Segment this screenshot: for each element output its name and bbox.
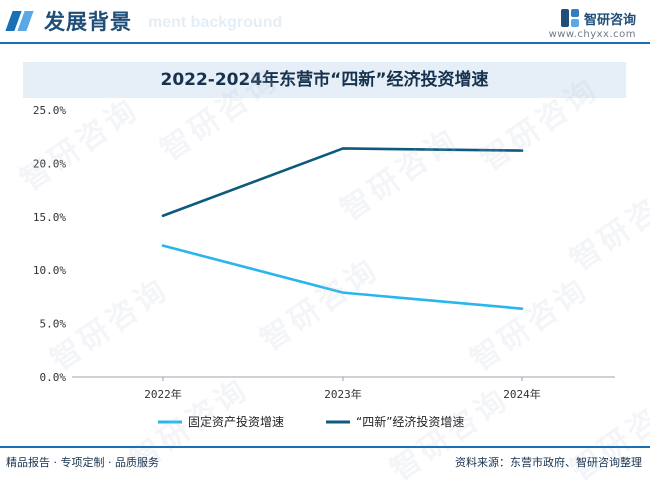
brand-url: www.chyxx.com — [548, 29, 636, 40]
x-tick-label: 2024年 — [503, 387, 541, 401]
series-group — [161, 147, 524, 310]
y-tick-label: 5.0% — [40, 318, 67, 331]
header-divider — [0, 42, 650, 44]
y-tick-label: 20.0% — [33, 157, 66, 170]
y-tick-label: 10.0% — [33, 264, 66, 277]
footer-source: 资料来源：东营市政府、智研咨询整理 — [455, 456, 642, 469]
legend: 固定资产投资增速 “四新”经济投资增速 — [158, 414, 464, 429]
chart-title: 2022-2024年东营市“四新”经济投资增速 — [160, 70, 489, 90]
series-line-1 — [161, 244, 524, 310]
data-point — [161, 214, 165, 217]
brand: 智研咨询 www.chyxx.com — [549, 8, 636, 40]
series-line-2 — [161, 147, 524, 218]
y-tick-label: 15.0% — [33, 211, 66, 224]
y-axis: 25.0% 20.0% 15.0% 10.0% 5.0% 0.0% — [33, 104, 66, 384]
x-axis: 2022年 2023年 2024年 — [72, 376, 615, 401]
x-tick-label: 2023年 — [324, 387, 362, 401]
x-tick-label: 2022年 — [144, 387, 182, 401]
legend-label: “四新”经济投资增速 — [356, 414, 464, 429]
brand-name: 智研咨询 — [583, 12, 636, 28]
data-point — [341, 147, 345, 150]
section-title: 发展背景 — [44, 10, 132, 34]
data-point — [161, 244, 165, 247]
page-header: 发展背景 ment background 智研咨询 www.chyxx.com — [0, 0, 650, 44]
brand-logo-icon — [560, 9, 579, 27]
line-chart: 25.0%20.0%15.0%10.0%5.0%0.0% 2022年 2023年 2… — [33, 104, 615, 429]
legend-label: 固定资产投资增速 — [188, 414, 284, 429]
data-point — [520, 307, 524, 310]
section-subtitle: ment background — [148, 14, 283, 31]
y-tick-label: 25.0% — [33, 104, 66, 117]
data-point — [520, 149, 524, 152]
data-point — [341, 291, 345, 294]
y-tick-label: 0.0% — [40, 371, 67, 384]
footer-tagline: 精品报告 · 专项定制 · 品质服务 — [6, 456, 159, 469]
page-footer: 精品报告 · 专项定制 · 品质服务 资料来源：东营市政府、智研咨询整理 — [0, 446, 650, 475]
chart-title-band: 2022-2024年东营市“四新”经济投资增速 — [23, 62, 626, 98]
